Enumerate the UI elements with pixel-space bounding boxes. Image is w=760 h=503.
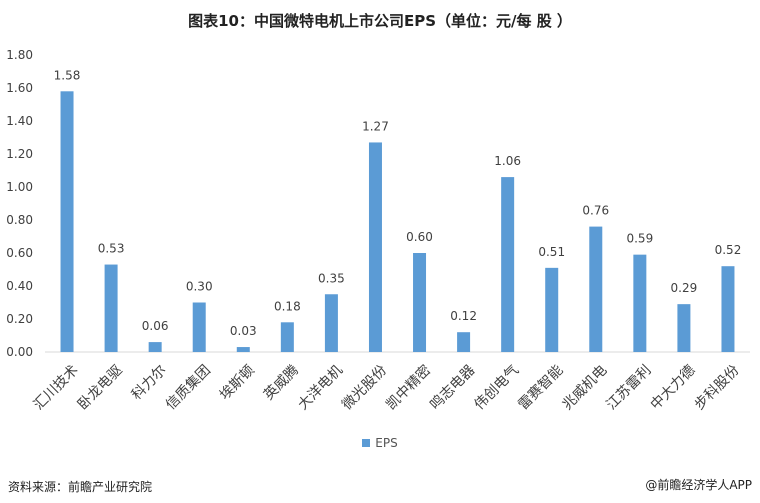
bar xyxy=(413,253,427,352)
x-tick-label: 雷赛智能 xyxy=(515,362,566,413)
x-tick-label: 科力尔 xyxy=(129,362,170,403)
data-label: 0.18 xyxy=(274,299,301,313)
bar xyxy=(633,254,647,352)
legend-label: EPS xyxy=(375,436,398,450)
bar xyxy=(280,322,294,352)
x-tick-label: 步科股份 xyxy=(692,362,743,413)
x-tick-label: 英威腾 xyxy=(260,362,302,404)
data-label: 0.59 xyxy=(626,232,653,246)
data-label: 0.12 xyxy=(450,309,477,323)
x-tick-label: 大洋电机 xyxy=(295,362,346,413)
data-label: 0.29 xyxy=(671,281,698,295)
data-label: 0.03 xyxy=(230,324,257,338)
bars xyxy=(60,91,735,353)
bar xyxy=(368,142,382,352)
data-label: 0.30 xyxy=(186,280,213,294)
data-label: 0.51 xyxy=(538,245,565,259)
legend-swatch xyxy=(362,439,371,447)
data-label: 1.27 xyxy=(362,119,389,133)
x-tick-label: 中大力德 xyxy=(648,362,699,413)
legend: EPS xyxy=(0,436,760,450)
bar xyxy=(324,294,338,352)
y-tick-label: 0.60 xyxy=(6,246,33,260)
bar xyxy=(236,347,250,352)
x-tick-label: 凯中精密 xyxy=(383,362,435,414)
y-axis: 0.00 0.20 0.40 0.60 0.80 1.00 1.20 1.40 1.60 1.80 xyxy=(6,48,33,359)
y-tick-label: 0.40 xyxy=(6,279,33,293)
bar xyxy=(457,332,471,352)
y-tick-label: 0.80 xyxy=(6,213,33,227)
y-tick-label: 0.20 xyxy=(6,312,33,326)
x-tick-label: 江苏雷利 xyxy=(604,362,655,413)
y-tick-label: 1.00 xyxy=(6,180,33,194)
x-tick-label: 微光股份 xyxy=(339,362,390,413)
data-label: 0.52 xyxy=(715,243,742,257)
y-tick-label: 1.20 xyxy=(6,147,33,161)
y-tick-label: 0.00 xyxy=(6,345,33,359)
brand-label: @前瞻经济学人APP xyxy=(645,478,752,492)
y-tick-label: 1.80 xyxy=(6,48,33,62)
bar xyxy=(60,91,74,353)
data-label: 0.06 xyxy=(142,319,169,333)
bar xyxy=(677,304,691,352)
bar xyxy=(545,267,559,352)
data-label: 0.53 xyxy=(98,242,125,256)
x-tick-label: 兆威机电 xyxy=(559,362,610,413)
data-label: 0.76 xyxy=(582,204,609,218)
x-tick-label: 卧龙电驱 xyxy=(75,362,126,413)
bar xyxy=(589,226,603,352)
brand-footer: @前瞻经济学人APP xyxy=(645,476,752,493)
x-tick-label: 伟创电气 xyxy=(471,362,522,413)
x-tick-label: 鸣志电器 xyxy=(427,362,479,414)
data-label: 1.06 xyxy=(494,154,521,168)
data-label: 1.58 xyxy=(54,68,81,82)
bar xyxy=(501,177,515,352)
data-label: 0.60 xyxy=(406,230,433,244)
bar xyxy=(148,342,162,352)
x-tick-label: 埃斯顿 xyxy=(217,362,258,403)
bar xyxy=(104,264,118,352)
bar xyxy=(192,302,206,352)
bar xyxy=(721,266,735,352)
x-tick-label: 汇川技术 xyxy=(31,362,82,413)
source-note: 资料来源：前瞻产业研究院 xyxy=(8,480,153,494)
y-tick-label: 1.60 xyxy=(6,81,33,95)
data-labels: 1.58 0.53 0.06 0.30 0.03 0.18 0.35 1.27 0.60 0.12… xyxy=(54,68,742,338)
y-tick-label: 1.40 xyxy=(6,114,33,128)
data-label: 0.35 xyxy=(318,271,345,285)
x-tick-label: 信质集团 xyxy=(162,362,214,414)
chart-title: 图表10：中国微特电机上市公司EPS（单位：元/每 股 ） xyxy=(188,12,572,30)
